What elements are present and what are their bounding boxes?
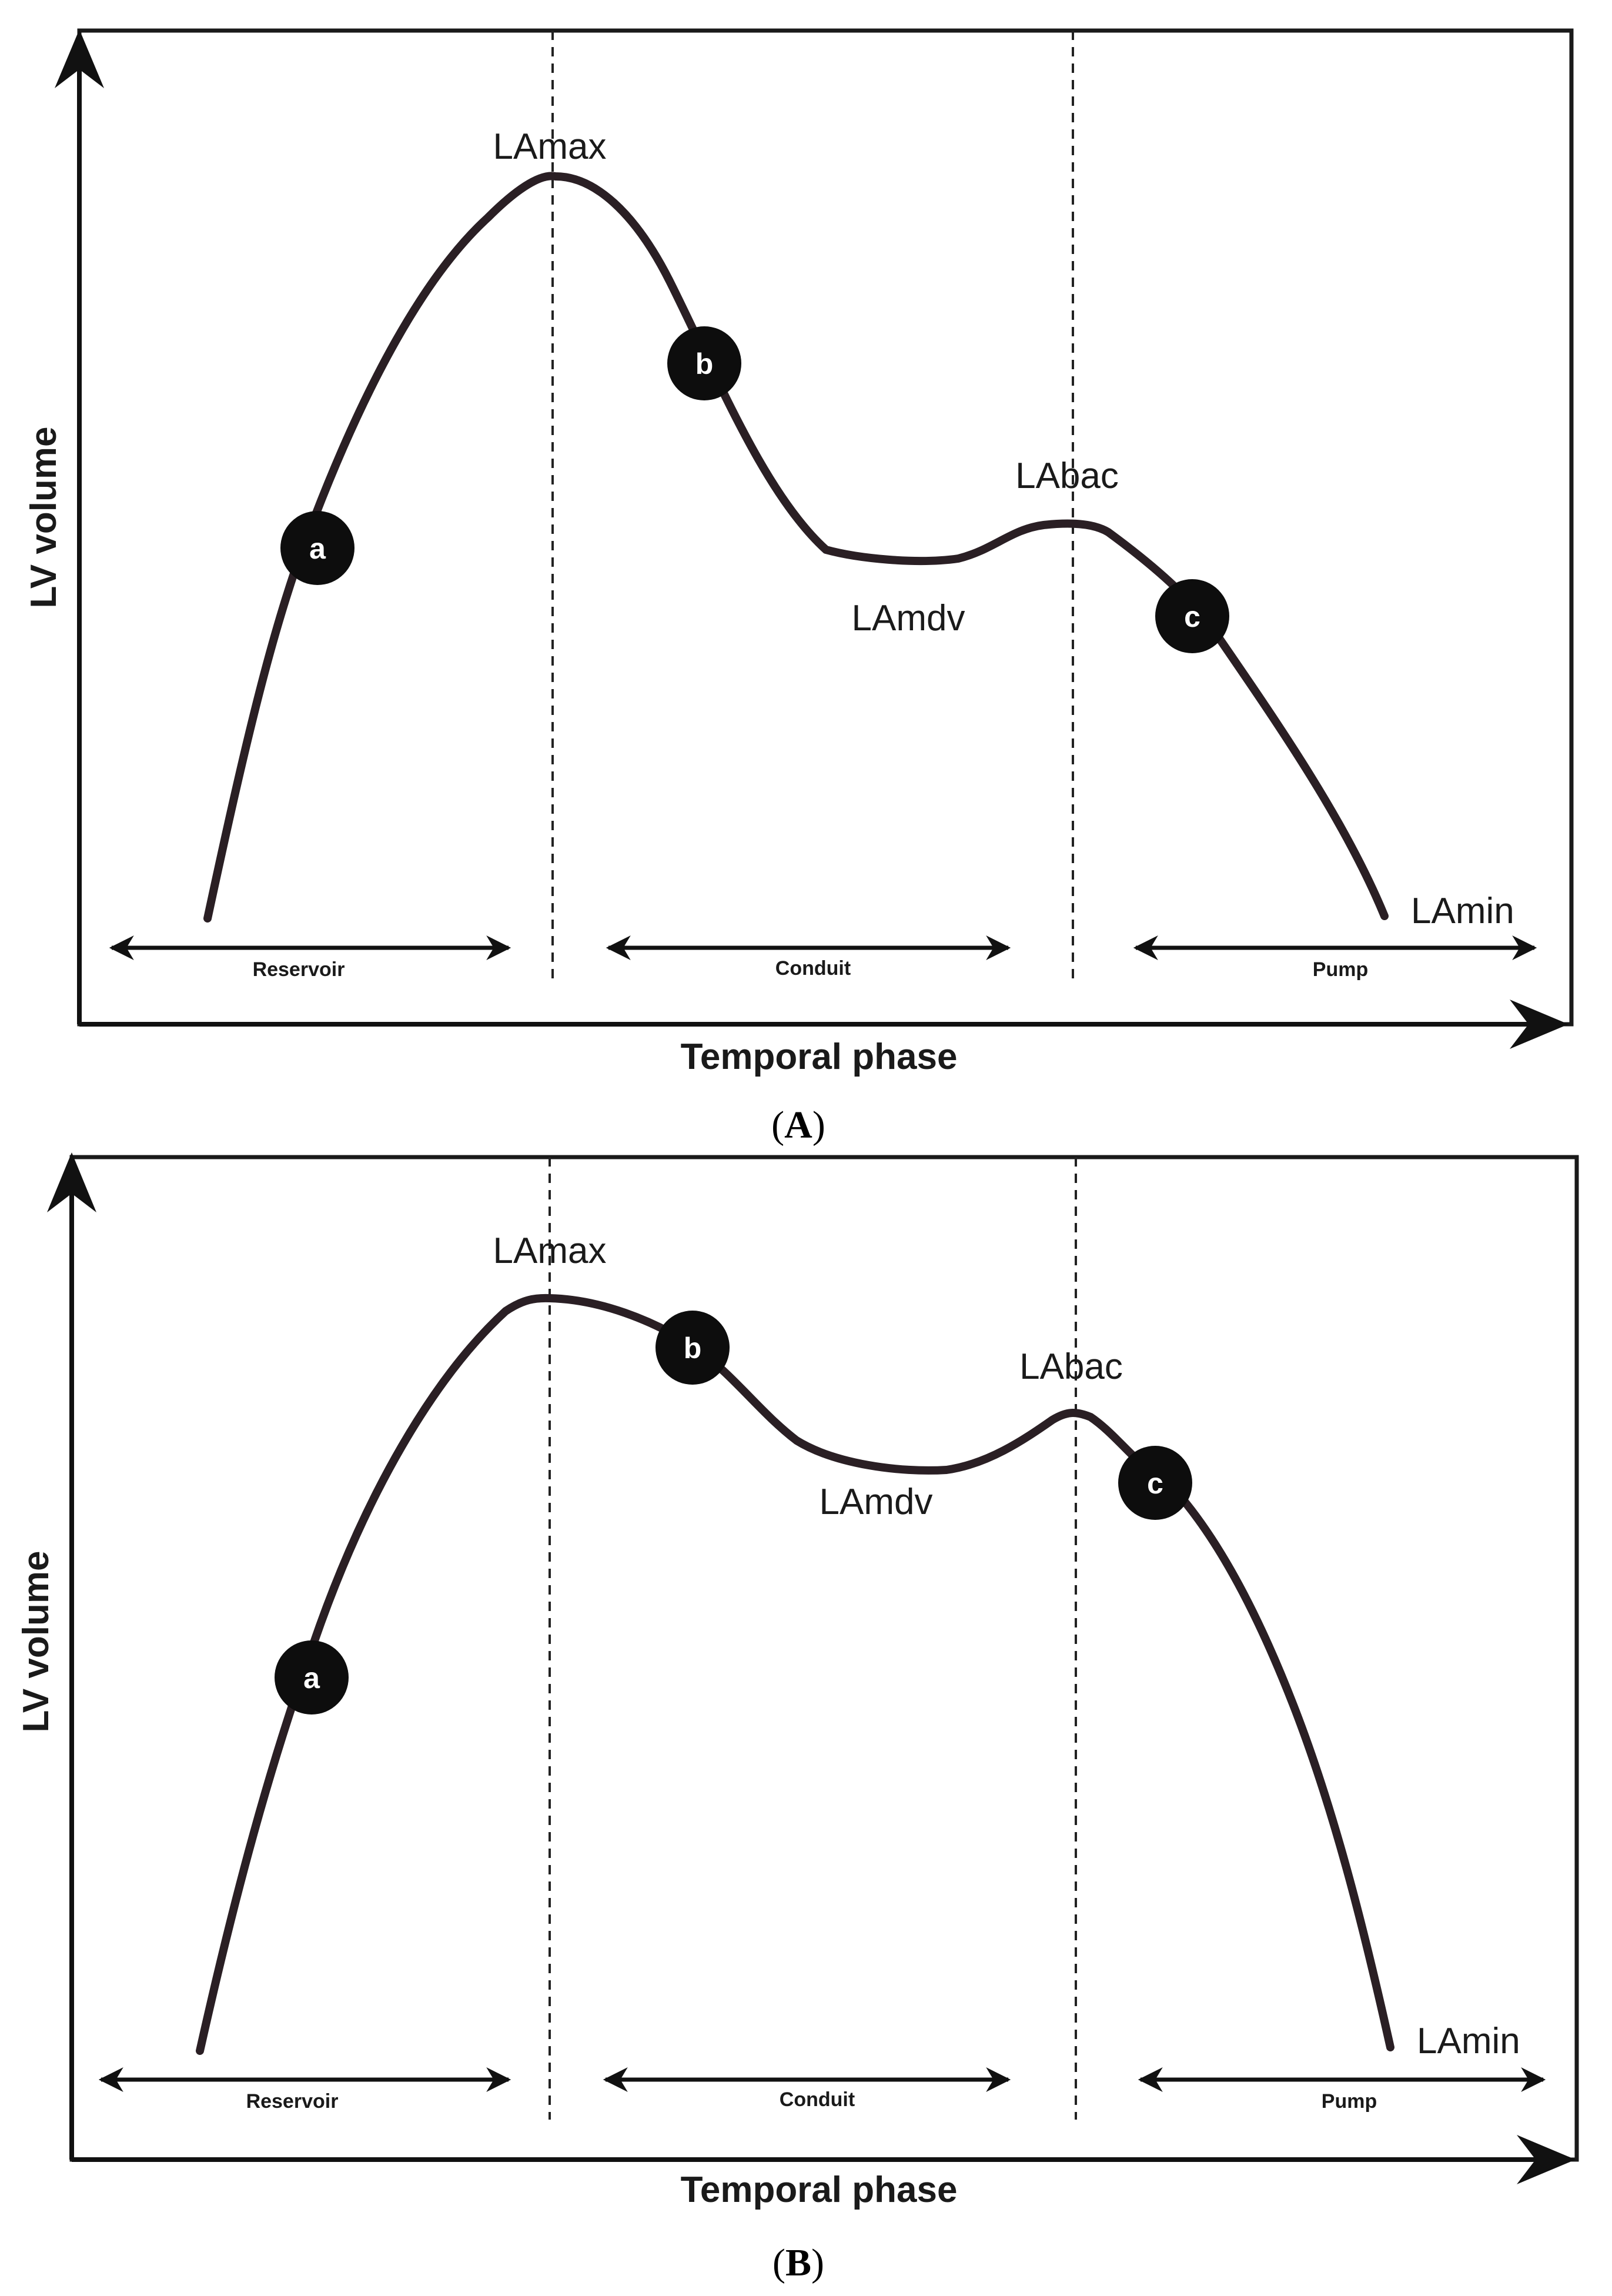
marker-a: a [280, 511, 354, 585]
marker-c-label: c [1147, 1467, 1163, 1500]
x-axis-arrowhead [1517, 2135, 1576, 2184]
marker-c: c [1118, 1446, 1192, 1520]
marker-c-label: c [1184, 600, 1200, 633]
panel-caption: (A) [771, 1104, 825, 1147]
phase-label-conduit: Conduit [775, 957, 851, 980]
marker-b: b [667, 326, 741, 400]
label-labac: LAbac [1015, 456, 1119, 496]
phase-label-conduit: Conduit [780, 2088, 855, 2111]
label-lamin: LAmin [1417, 2021, 1520, 2061]
volume-curve [203, 172, 1389, 923]
phase-label-pump: Pump [1313, 958, 1368, 981]
caption-letter: A [784, 1104, 812, 1147]
panel-a: a b c LAmax LAmdv LAbac LAmin Reservoir … [24, 28, 1574, 1147]
label-lamdv: LAmdv [820, 1482, 933, 1522]
label-lamdv: LAmdv [852, 598, 965, 639]
y-axis-arrowhead [47, 1152, 96, 1212]
marker-a-label: a [309, 532, 326, 565]
caption-close: ) [812, 1104, 825, 1147]
label-lamax: LAmax [493, 1231, 607, 1271]
x-axis-label: Temporal phase [681, 1037, 958, 1077]
marker-c: c [1155, 579, 1229, 653]
marker-b-label: b [695, 347, 714, 380]
phase-label-reservoir: Reservoir [253, 958, 345, 981]
marker-a-label: a [303, 1662, 320, 1695]
y-axis-label: LV volume [24, 427, 64, 609]
label-labac: LAbac [1019, 1346, 1123, 1387]
label-lamax: LAmax [493, 126, 607, 167]
phase-label-pump: Pump [1322, 2090, 1377, 2113]
caption-letter: B [785, 2241, 811, 2284]
label-lamin: LAmin [1411, 891, 1514, 931]
volume-curve [196, 1294, 1394, 2055]
caption-close: ) [811, 2241, 824, 2284]
caption-open: ( [771, 1104, 784, 1147]
marker-b: b [655, 1311, 730, 1385]
phase-label-reservoir: Reservoir [246, 2090, 339, 2113]
panel-b: a b c LAmax LAmdv LAbac LAmin Reservoir … [16, 1152, 1579, 2284]
panel-caption: (B) [772, 2241, 824, 2284]
marker-b-label: b [684, 1332, 702, 1365]
y-axis-arrowhead [55, 29, 104, 88]
y-axis-label: LV volume [16, 1551, 56, 1733]
marker-a: a [275, 1640, 349, 1715]
x-axis-arrowhead [1510, 1000, 1568, 1049]
caption-open: ( [772, 2241, 785, 2284]
x-axis-label: Temporal phase [681, 2170, 958, 2210]
